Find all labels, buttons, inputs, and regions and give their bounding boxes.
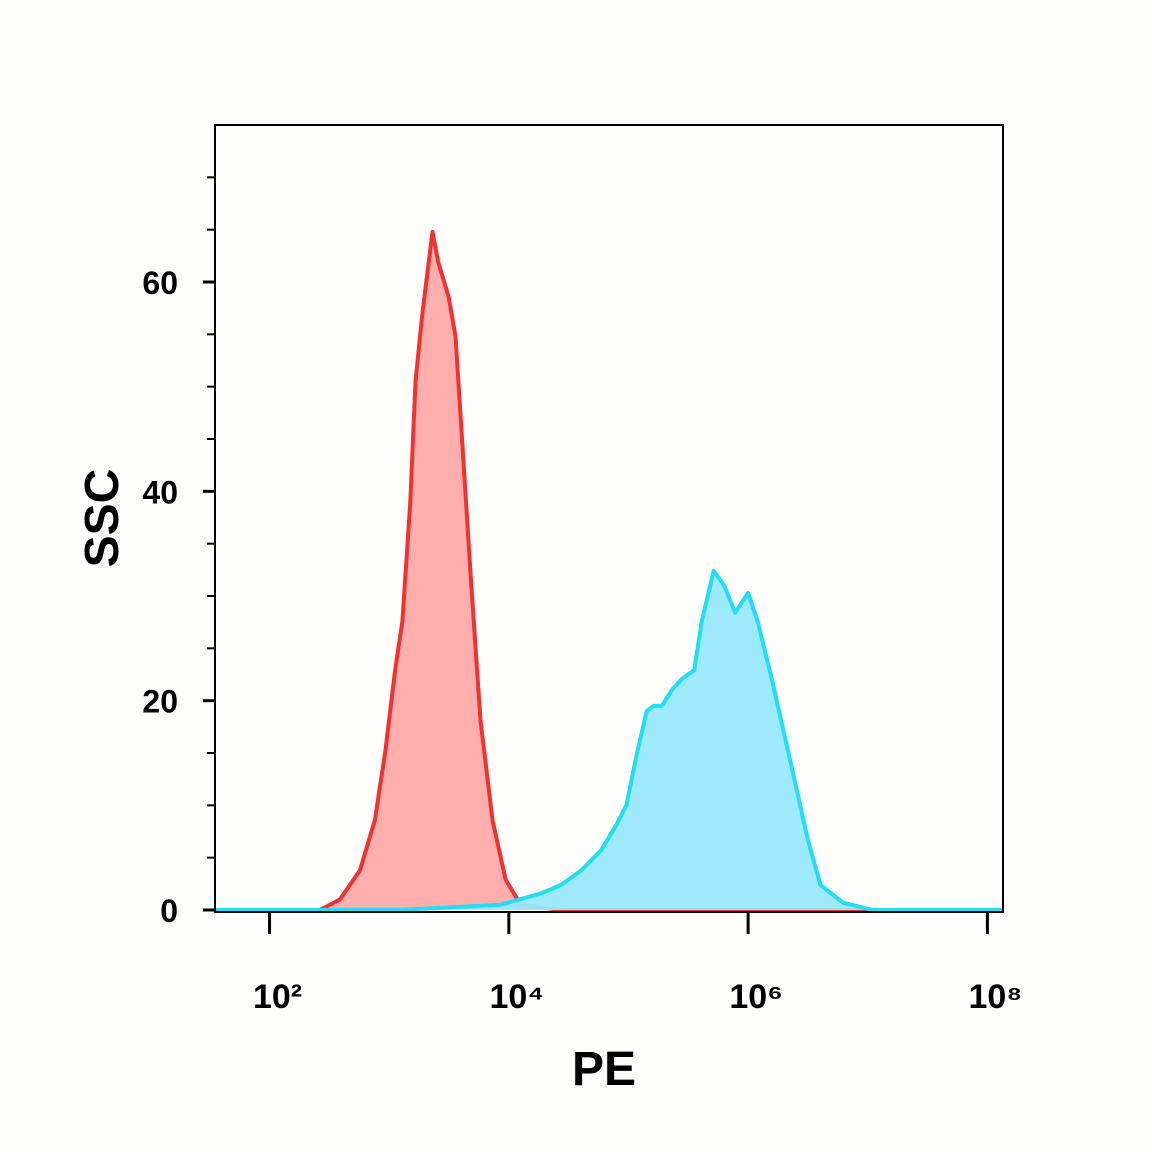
y-tick-label: 60 [142,265,178,301]
area-fill [215,570,1003,910]
y-tick-label: 20 [142,684,178,720]
x-tick-label: 10⁸ [968,978,1022,1016]
x-axis-label: PE [572,1043,636,1096]
x-tick-label: 10⁴ [490,978,545,1016]
x-tick-label: 10⁶ [729,978,782,1016]
x-tick-label: 10² [253,978,302,1016]
area-fill [215,231,1003,911]
area-line [215,229,1003,912]
plot-frame [214,124,1004,913]
area-line [215,568,1003,912]
y-axis-label: SSC [76,469,129,568]
y-tick-label: 0 [160,893,178,929]
y-tick-label: 40 [142,474,178,510]
